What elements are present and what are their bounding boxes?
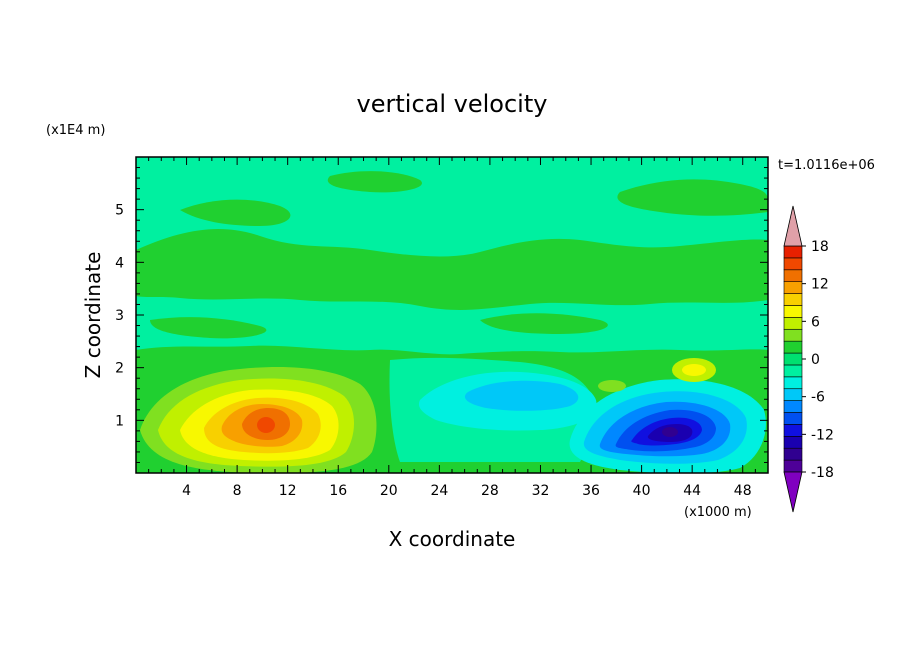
colorbar-bin [783,269,803,282]
colorbar-bin [783,400,803,413]
x-tick-label: 16 [329,483,347,499]
colorbar-bin [783,245,803,259]
x-axis: 4 8 12 16 20 24 28 32 36 40 44 48 [148,157,756,499]
x-tick-label: 44 [683,483,701,499]
x-unit-label: (x1000 m) [684,505,752,520]
upper-green-patches [136,171,768,339]
weak-updraft-level-2 [682,364,706,376]
y-tick-label: 2 [115,361,124,377]
colorbar-bin [783,412,803,425]
weak-downdraft-level-2 [464,380,579,411]
colorbar-tick-label: -18 [811,465,834,481]
x-axis-label: X coordinate [389,527,516,551]
colorbar-bin [783,364,803,378]
x-tick-label: 12 [279,483,297,499]
y-tick-label: 1 [115,413,124,429]
colorbar-top-arrow [783,205,803,247]
x-tick-label: 32 [532,483,550,499]
colorbar-bin [783,388,803,401]
weak-updraft-cell [598,358,716,392]
x-tick-label: 28 [481,483,499,499]
colorbar-tick-label: -12 [811,427,834,443]
y-unit-label: (x1E4 m) [46,123,105,138]
x-tick-label: 48 [734,483,752,499]
upper-patch-5 [150,317,267,339]
colorbar-tick-label: -6 [811,390,825,406]
y-tick-label: 3 [115,308,124,324]
small-updraft-spot [598,380,626,392]
colorbar-tick-label: 0 [811,352,820,368]
x-tick-label: 20 [380,483,398,499]
time-label: t=1.0116e+06 [778,158,875,173]
downdraft-core [662,427,678,437]
colorbar-bin [783,459,803,473]
upper-patch-6 [480,313,608,334]
y-tick-label: 4 [115,255,124,271]
chart-title: vertical velocity [357,90,548,118]
colorbar-bin [783,352,803,366]
colorbar-bin [783,436,803,449]
upper-patch-3 [617,179,768,216]
colorbar-bin [783,376,803,390]
upper-patch-1 [136,228,768,310]
colorbar-bin [783,340,803,354]
colorbar-bin [783,447,803,461]
x-tick-label: 4 [182,483,191,499]
plot-area [136,157,768,473]
x-tick-label: 40 [633,483,651,499]
x-tick-label: 36 [582,483,600,499]
colorbar-bin [783,281,803,294]
updraft-core [257,417,275,433]
updraft-cell [140,366,377,473]
colorbar-bottom-arrow [783,471,803,513]
colorbar-tick-label: 18 [811,239,829,255]
upper-patch-4 [327,171,422,193]
colorbar-bin [783,305,803,318]
y-axis-label: Z coordinate [81,252,105,379]
x-tick-label: 24 [430,483,448,499]
x-tick-label: 8 [233,483,242,499]
downdraft-cell [569,379,766,473]
weak-downdraft-cell [418,371,597,431]
colorbar-tick-label: 12 [811,277,829,293]
colorbar-bin [783,328,803,342]
colorbar-bin [783,424,803,437]
upper-patch-2 [180,199,291,226]
colorbar-bin [783,317,803,330]
colorbar-bin [783,257,803,271]
colorbar-bin [783,293,803,306]
y-axis: 1 2 3 4 5 [115,167,768,463]
y-tick-label: 5 [115,203,124,219]
colorbar: 18 12 6 0 -6 -12 -18 [783,205,834,513]
colorbar-tick-label: 6 [811,314,820,330]
